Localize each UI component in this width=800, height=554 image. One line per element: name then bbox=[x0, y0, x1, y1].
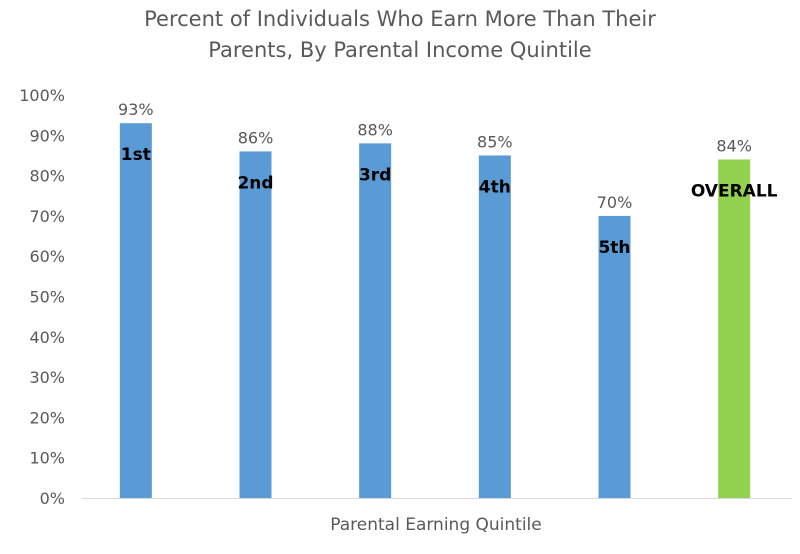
bar-2nd bbox=[239, 151, 272, 499]
bars bbox=[119, 123, 751, 499]
y-tick-label: 60% bbox=[29, 247, 65, 266]
data-label: 93% bbox=[118, 100, 154, 119]
chart-title-line-2: Parents, By Parental Income Quintile bbox=[208, 38, 592, 62]
category-label: 2nd bbox=[237, 173, 273, 193]
category-labels: 1st 2nd 3rd 4th 5th OVERALL bbox=[121, 145, 778, 258]
bar-overall bbox=[718, 159, 751, 499]
category-label: 3rd bbox=[359, 165, 391, 185]
data-label: 85% bbox=[477, 132, 513, 151]
data-label: 86% bbox=[238, 128, 274, 147]
y-tick-label: 30% bbox=[29, 368, 65, 387]
bar-3rd bbox=[359, 143, 392, 499]
category-label: OVERALL bbox=[691, 181, 778, 201]
y-axis: 0% 10% 20% 30% 40% 50% 60% 70% 80% 90% 100% bbox=[19, 86, 65, 508]
bar-1st bbox=[119, 123, 152, 499]
y-tick-label: 90% bbox=[29, 126, 65, 145]
category-label: 4th bbox=[479, 177, 511, 197]
data-labels: 93% 86% 88% 85% 70% 84% bbox=[118, 100, 752, 212]
data-label: 88% bbox=[357, 120, 393, 139]
category-label: 1st bbox=[121, 145, 151, 165]
y-tick-label: 20% bbox=[29, 408, 65, 427]
y-tick-label: 40% bbox=[29, 328, 65, 347]
bar-5th bbox=[598, 215, 631, 498]
data-label: 84% bbox=[716, 136, 752, 155]
y-tick-label: 70% bbox=[29, 207, 65, 226]
y-tick-label: 80% bbox=[29, 167, 65, 186]
y-tick-label: 50% bbox=[29, 288, 65, 307]
chart-title-line-1: Percent of Individuals Who Earn More Tha… bbox=[144, 7, 656, 31]
category-label: 5th bbox=[598, 238, 630, 258]
y-tick-label: 100% bbox=[19, 86, 65, 105]
chart-title: Percent of Individuals Who Earn More Tha… bbox=[0, 4, 800, 66]
x-axis-title: Parental Earning Quintile bbox=[330, 515, 542, 535]
bar-4th bbox=[478, 155, 511, 498]
data-label: 70% bbox=[597, 193, 633, 212]
y-tick-label: 10% bbox=[29, 449, 65, 468]
y-tick-label: 0% bbox=[40, 489, 65, 508]
